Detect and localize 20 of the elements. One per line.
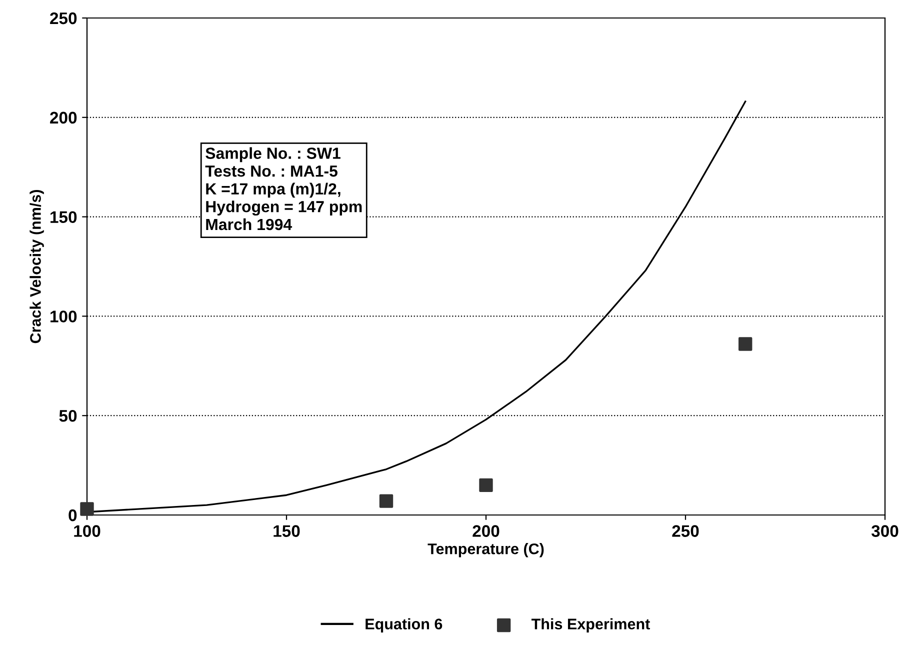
y-tick-label: 250 <box>50 12 77 24</box>
x-tick-label: 300 <box>871 525 898 537</box>
point <box>738 337 752 351</box>
point <box>80 502 94 516</box>
legend-label: Equation 6 <box>366 618 442 632</box>
x-tick-label: 100 <box>74 525 100 537</box>
y-axis-title: Crack Velocity (nm/s) <box>30 190 44 344</box>
x-tick-label: 200 <box>472 525 500 537</box>
x-tick-label: 250 <box>672 525 699 537</box>
y-tick-label: 100 <box>50 310 77 322</box>
x-axis-title: Temperature (C) <box>428 543 544 558</box>
y-tick-label: 0 <box>68 509 77 522</box>
annotation: Sample No. : SW1 Tests No. : MA1-5 K =17 mpa (m)1/2, Hydrogen = 147 ppm March 1994 <box>205 147 362 230</box>
x-tick-label: 150 <box>274 525 300 537</box>
y-tick-label: 50 <box>59 410 77 422</box>
point <box>479 478 493 492</box>
y-tick-label: 150 <box>50 211 77 224</box>
y-tick-label: 200 <box>50 112 77 124</box>
legend-label: This Experiment <box>531 618 650 632</box>
point <box>379 494 394 508</box>
